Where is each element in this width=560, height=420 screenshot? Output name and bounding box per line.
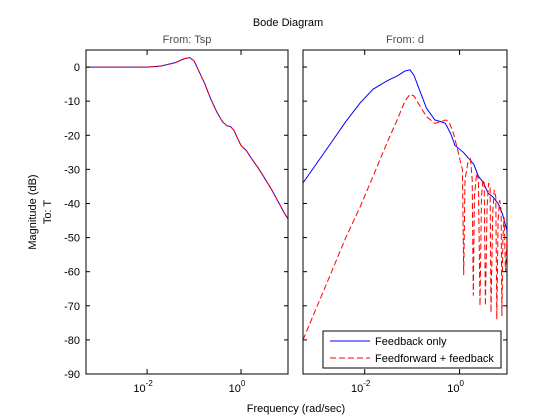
chart-title: Bode Diagram xyxy=(253,17,323,29)
axes-right xyxy=(302,49,508,375)
x-tick-label: 100 xyxy=(447,379,464,395)
y-tick-label: -40 xyxy=(64,198,80,210)
series-layer-right xyxy=(303,69,507,341)
panel-from-d: From: d 10-2 100 xyxy=(302,34,508,395)
series-feedback-only-panel-1 xyxy=(303,69,507,231)
y-axis-label: Magnitude (dB) xyxy=(27,174,39,249)
y-tick-label: 0 xyxy=(74,62,80,74)
y-tick-label: -80 xyxy=(64,335,80,347)
x-tick-label: 100 xyxy=(229,379,246,395)
y-tick-label: -90 xyxy=(64,369,80,381)
x-tick-label: 10-2 xyxy=(133,379,153,395)
panel-from-tsp: From: Tsp 0 -10 -20 -30 -40 -50 -60 -70 -80 -90 10… xyxy=(64,34,289,395)
x-tick-label: 10-2 xyxy=(351,379,371,395)
series-layer-left xyxy=(86,56,288,220)
legend-label-feedback: Feedback only xyxy=(375,336,447,348)
series-feedforward-feedback-panel-1 xyxy=(303,93,507,341)
y-tick-label: -60 xyxy=(64,267,80,279)
x-axis-label: Frequency (rad/sec) xyxy=(247,403,345,415)
panel-title-right: From: d xyxy=(386,34,424,46)
legend-label-feedforward: Feedforward + feedback xyxy=(375,353,494,365)
row-label: To: T xyxy=(42,200,54,225)
legend: Feedback only Feedforward + feedback xyxy=(322,330,502,369)
axes-left xyxy=(85,49,289,375)
series-feedforward-feedback-panel-0 xyxy=(86,56,288,220)
y-tick-label: -20 xyxy=(64,130,80,142)
panel-title-left: From: Tsp xyxy=(163,34,212,46)
y-tick-label: -30 xyxy=(64,164,80,176)
y-tick-label: -70 xyxy=(64,301,80,313)
legend-box xyxy=(322,330,502,369)
y-tick-label: -50 xyxy=(64,233,80,245)
y-tick-label: -10 xyxy=(64,96,80,108)
